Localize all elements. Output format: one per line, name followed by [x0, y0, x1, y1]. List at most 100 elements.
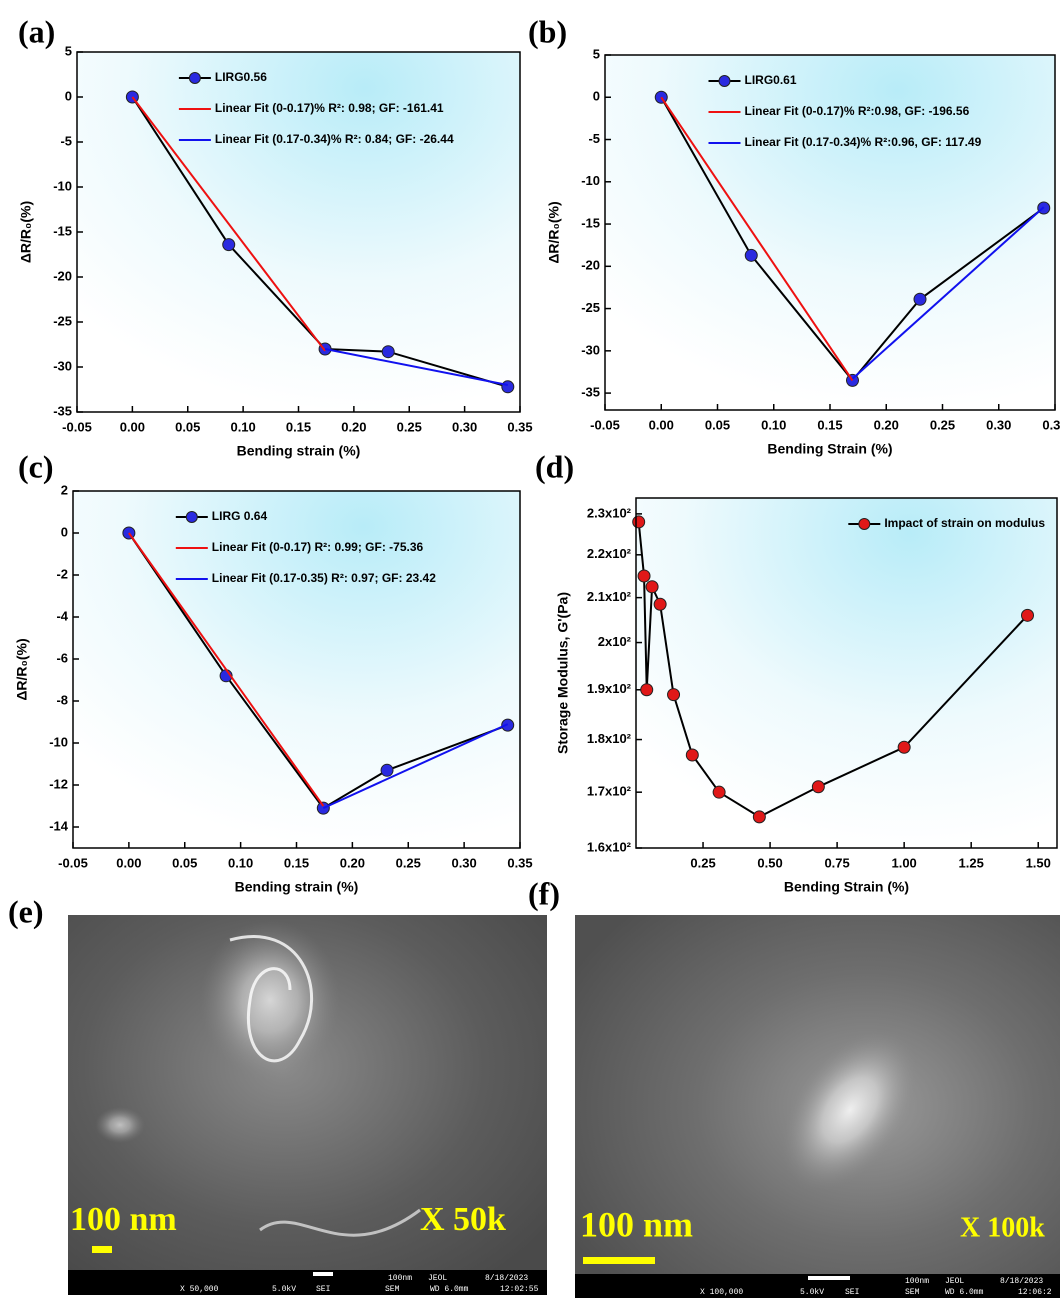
panel-label: (a)	[18, 13, 55, 49]
y-tick-label: 0	[61, 524, 68, 539]
bright-feature	[200, 920, 340, 1080]
footer-text: X 50,000	[180, 1285, 219, 1294]
x-tick-label: 0.00	[116, 855, 141, 870]
legend-marker	[188, 72, 201, 84]
plot-area	[636, 498, 1057, 848]
x-tick-label: 0.15	[817, 417, 842, 432]
x-tick-label: 0.00	[649, 417, 674, 432]
y-axis-label: ΔR/R₀(%)	[546, 201, 562, 263]
y-tick-label: -25	[53, 313, 72, 328]
y-tick-label: -5	[60, 133, 72, 148]
scale-bar	[313, 1272, 333, 1276]
plot-area	[605, 55, 1055, 410]
series-line	[851, 206, 1045, 380]
panel-label: (c)	[18, 448, 54, 484]
bright-feature	[781, 1029, 919, 1191]
y-tick-label: -14	[49, 818, 69, 833]
data-point	[645, 580, 659, 594]
panel-label: (b)	[528, 13, 567, 49]
legend-item: LIRG0.56	[178, 70, 267, 84]
x-axis-label: Bending Strain (%)	[784, 879, 909, 895]
legend-label: LIRG0.56	[215, 70, 267, 84]
x-tick-label: 0.25	[396, 855, 421, 870]
plot-frame	[604, 54, 1056, 411]
scale-label: 100 nm	[580, 1204, 693, 1244]
legend-marker	[185, 511, 198, 523]
x-tick-label: 0.25	[690, 855, 715, 870]
footer-text: 5.0kV	[272, 1285, 296, 1294]
y-tick-label: 2.3x10²	[587, 505, 632, 520]
x-tick-label: 0.35	[507, 419, 532, 434]
footer-text: 100nm	[905, 1277, 929, 1286]
y-axis-label: Storage Modulus, G'(Pa)	[555, 592, 571, 754]
y-tick-label: -12	[49, 776, 68, 791]
footer-text: X 100,000	[700, 1288, 743, 1297]
panel-label: (d)	[535, 448, 574, 484]
panel-label: (e)	[8, 893, 44, 929]
y-tick-label: -8	[56, 692, 68, 707]
data-point	[653, 597, 667, 611]
y-tick-label: -10	[53, 178, 72, 193]
legend-label: Linear Fit (0-0.17)% R²:0.98, GF: -196.5…	[745, 104, 970, 118]
footer-text: 12:02:55	[500, 1285, 539, 1294]
data-point	[637, 569, 651, 583]
data-point	[381, 345, 395, 359]
x-tick-label: 0.15	[286, 419, 311, 434]
footer-text: SEI	[845, 1288, 859, 1297]
legend-item: LIRG0.61	[708, 73, 797, 87]
plot-frame	[76, 51, 521, 413]
y-tick-label: -35	[53, 403, 72, 418]
footer-text: 5.0kV	[800, 1288, 824, 1297]
legend-label: LIRG 0.64	[212, 509, 268, 523]
y-tick-label: -30	[53, 358, 72, 373]
y-tick-label: 1.8x10²	[587, 731, 632, 746]
legend-item: LIRG 0.64	[175, 509, 268, 523]
footer-text: SEM	[385, 1285, 400, 1294]
scale-label: 100 nm	[70, 1201, 177, 1238]
x-tick-label: 0.25	[397, 419, 422, 434]
x-tick-label: 0.35	[507, 855, 532, 870]
x-tick-label: 1.00	[891, 855, 916, 870]
x-tick-label: 0.20	[874, 417, 899, 432]
footer-text: SEI	[316, 1285, 330, 1294]
x-tick-label: 0.35	[1042, 417, 1060, 432]
x-tick-label: -0.05	[590, 417, 620, 432]
legend-label: Linear Fit (0.17-0.34)% R²:0.96, GF: 117…	[745, 135, 982, 149]
bright-feature	[95, 1107, 145, 1143]
y-axis-label: ΔR/R₀(%)	[14, 638, 30, 700]
y-tick-label: -15	[581, 215, 600, 230]
legend-item: Impact of strain on modulus	[848, 516, 1045, 530]
x-tick-label: 0.10	[228, 855, 253, 870]
x-axis-label: Bending strain (%)	[235, 879, 359, 895]
plot-area	[73, 491, 520, 848]
footer-text: JEOL	[945, 1277, 964, 1286]
panel-label: (f)	[528, 875, 560, 911]
series-line	[660, 96, 854, 381]
series-line	[637, 521, 1029, 819]
x-axis-label: Bending Strain (%)	[767, 441, 892, 457]
footer-text: 12:06:2	[1018, 1288, 1052, 1297]
y-tick-label: -10	[49, 734, 68, 749]
legend-item: Linear Fit (0.17-0.35) R²: 0.97; GF: 23.…	[175, 571, 436, 585]
footer-text: 8/18/2023	[1000, 1277, 1043, 1286]
y-tick-label: 0	[65, 88, 72, 103]
footer-text: 8/18/2023	[485, 1274, 528, 1283]
sem-image-f: (f) 100 nm X 100k 100nm JEOL 8/18/2023 X…	[528, 875, 1060, 1298]
legend-label: LIRG0.61	[745, 73, 797, 87]
scale-bar	[92, 1246, 112, 1253]
chart: (a) -0.05 0.00 0.05 0.10 0.15 0.20 0.25 0.30 0.35…	[18, 13, 533, 458]
magnification: X 50k	[420, 1201, 506, 1238]
legend-marker	[858, 518, 871, 530]
data-point	[744, 248, 758, 262]
x-tick-label: -0.05	[58, 855, 88, 870]
y-tick-label: -10	[581, 173, 600, 188]
legend-label: Impact of strain on modulus	[884, 516, 1045, 530]
y-tick-label: -15	[53, 223, 72, 238]
y-tick-label: 2.2x10²	[587, 546, 632, 561]
y-tick-label: 1.7x10²	[587, 784, 632, 799]
y-tick-label: 2	[61, 482, 68, 497]
legend-label: Linear Fit (0-0.17)% R²: 0.98; GF: -161.…	[215, 101, 444, 115]
legend-item: Linear Fit (0.17-0.34)% R²: 0.84; GF: -2…	[178, 132, 454, 146]
data-point	[811, 780, 825, 794]
